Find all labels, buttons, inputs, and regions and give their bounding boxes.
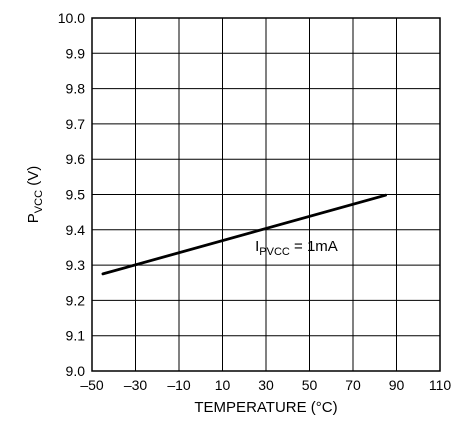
y-tick-label: 9.1 [66, 328, 86, 344]
y-tick-label: 9.0 [66, 363, 86, 379]
y-tick-label: 9.2 [66, 292, 86, 308]
y-axis-label-subscript: VCC [33, 190, 45, 213]
annotation-subscript: PVCC [259, 246, 290, 258]
grid [91, 17, 441, 372]
x-tick-label: 50 [302, 377, 318, 393]
x-tick-label: –50 [80, 377, 104, 393]
x-tick-label: –10 [167, 377, 191, 393]
tick-labels: –50 –30 –10 10 30 50 70 90 110 9.0 9.1 9.2 9.3 9.4 9.5… [58, 10, 452, 393]
y-axis-label: PVCC (V) [25, 166, 45, 223]
series-line [101, 193, 388, 276]
y-tick-label: 9.4 [66, 222, 86, 238]
y-tick-label: 9.9 [66, 45, 86, 61]
y-axis-label-unit: (V) [25, 166, 42, 190]
x-tick-label: 110 [429, 377, 452, 393]
annotation-value: = 1mA [290, 238, 338, 255]
y-axis-label-main: P [25, 213, 42, 223]
y-tick-label: 9.7 [66, 116, 86, 132]
y-tick-label: 9.3 [66, 257, 86, 273]
x-tick-label: –30 [124, 377, 148, 393]
y-tick-label: 9.6 [66, 151, 86, 167]
condition-annotation: IPVCC = 1mA [255, 238, 338, 258]
series-layer [101, 193, 388, 276]
x-tick-label: 30 [258, 377, 274, 393]
x-tick-label: 10 [215, 377, 231, 393]
y-tick-label: 9.8 [66, 81, 86, 97]
annotation-main: I [255, 238, 259, 255]
y-tick-label: 10.0 [58, 10, 85, 26]
x-tick-label: 70 [345, 377, 361, 393]
x-tick-label: 90 [389, 377, 405, 393]
y-tick-label: 9.5 [66, 187, 86, 203]
x-axis-label: TEMPERATURE (°C) [194, 399, 337, 416]
plot-frame [91, 17, 441, 372]
